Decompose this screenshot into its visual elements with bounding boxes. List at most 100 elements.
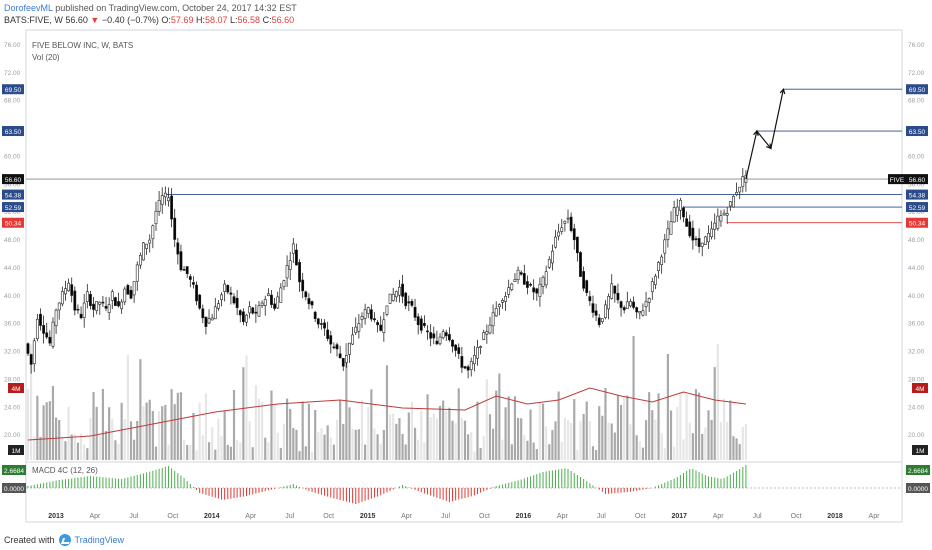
- candle-body: [663, 239, 667, 254]
- macd-bar: [526, 477, 528, 488]
- candle-body: [594, 310, 598, 316]
- candle-body: [57, 302, 61, 311]
- candle-body: [666, 228, 670, 240]
- candle-body: [316, 318, 320, 325]
- macd-bar: [189, 484, 191, 488]
- macd-bar: [177, 473, 179, 488]
- macd-bar: [639, 488, 641, 491]
- projection-path: [745, 89, 784, 180]
- volume-bar: [79, 433, 83, 460]
- candle-body: [310, 301, 314, 306]
- macd-bar: [227, 488, 229, 500]
- macd-bar: [408, 487, 410, 488]
- tradingview-logo-icon: [58, 534, 71, 546]
- x-tick-label: Apr: [713, 513, 725, 520]
- candle-body: [210, 317, 214, 321]
- volume-bar: [666, 353, 669, 460]
- macd-bar: [629, 488, 631, 492]
- author-link[interactable]: DorofeevML: [4, 3, 53, 13]
- x-tick-label: 2017: [671, 513, 687, 520]
- macd-bar: [514, 481, 516, 488]
- macd-tag-label: 0.0000: [908, 486, 928, 493]
- candle-body: [379, 324, 383, 331]
- y-tick-label: 48.00: [4, 237, 21, 244]
- candle-body: [575, 236, 579, 254]
- macd-bar: [717, 478, 719, 488]
- macd-bar: [648, 488, 650, 489]
- macd-bar: [58, 480, 60, 488]
- candle-body: [282, 280, 286, 288]
- volume-bar: [111, 419, 114, 460]
- candle-body: [357, 323, 361, 332]
- macd-bar: [261, 488, 263, 492]
- volume-bar: [382, 430, 385, 460]
- candle-body: [469, 361, 473, 370]
- volume-bar: [735, 438, 738, 460]
- macd-bar: [701, 473, 703, 488]
- volume-bar: [707, 410, 710, 460]
- volume-bar: [529, 409, 532, 460]
- macd-bar: [367, 488, 369, 500]
- candle-body: [138, 254, 142, 266]
- candle-body: [510, 283, 514, 290]
- candle-body: [710, 228, 713, 238]
- macd-bar: [149, 471, 151, 488]
- price-tags: 69.50 69.50 63.50 63.50 56.60 56.60 54.38 54.38…: [2, 84, 930, 493]
- candle-body: [616, 292, 620, 301]
- macd-bar: [255, 488, 257, 494]
- volume-bar: [148, 399, 151, 460]
- volume-bar: [467, 434, 470, 460]
- candle-body: [700, 242, 704, 247]
- macd-bar: [536, 474, 538, 488]
- macd-bar: [52, 481, 54, 488]
- y-tick-label: 56.00: [4, 181, 21, 188]
- macd-bar: [71, 478, 73, 488]
- macd-bar: [221, 488, 223, 500]
- volume-bar: [114, 440, 117, 460]
- candle-body: [466, 366, 470, 371]
- macd-bar: [236, 488, 238, 498]
- volume-bar: [151, 411, 154, 460]
- macd-bar: [398, 486, 400, 488]
- candle-body: [67, 282, 70, 292]
- volume-bars: [26, 336, 748, 460]
- volume-bar: [207, 442, 211, 460]
- macd-bar: [564, 468, 566, 488]
- price-tag-label: 69.50: [909, 87, 926, 94]
- candle-body: [344, 355, 348, 363]
- candle-body: [560, 227, 564, 232]
- macd-bar: [133, 475, 135, 488]
- volume-tag-right: [912, 445, 928, 455]
- macd-bar: [729, 474, 731, 488]
- tradingview-brand-link[interactable]: TradingView: [74, 535, 125, 545]
- macd-bar: [33, 484, 35, 488]
- candle-body: [669, 221, 673, 235]
- macd-bar: [704, 475, 706, 488]
- macd-bar: [199, 488, 201, 493]
- volume-bar: [392, 413, 395, 460]
- candle-body: [554, 236, 557, 248]
- macd-bar: [458, 488, 460, 500]
- candle-body: [114, 297, 117, 306]
- macd-bar: [283, 486, 285, 488]
- macd-bar: [49, 481, 51, 488]
- volume-tag-left: [8, 383, 24, 393]
- volume-bar: [644, 420, 648, 460]
- macd-bar: [355, 488, 357, 504]
- volume-bar: [323, 434, 326, 460]
- volume-ma-line: [27, 387, 746, 441]
- volume-bar: [33, 436, 36, 460]
- macd-bar: [264, 488, 266, 492]
- macd-bar: [311, 488, 313, 492]
- volume-bar: [726, 421, 729, 460]
- candle-body: [326, 329, 330, 339]
- candle-body: [504, 296, 507, 302]
- candle-body: [457, 347, 461, 354]
- price-tag-right: [906, 174, 928, 185]
- volume-bar: [613, 432, 616, 460]
- macd-bar: [448, 488, 450, 502]
- candle-body: [416, 316, 420, 326]
- candle-body: [607, 296, 610, 310]
- price-tag-left: [2, 174, 24, 185]
